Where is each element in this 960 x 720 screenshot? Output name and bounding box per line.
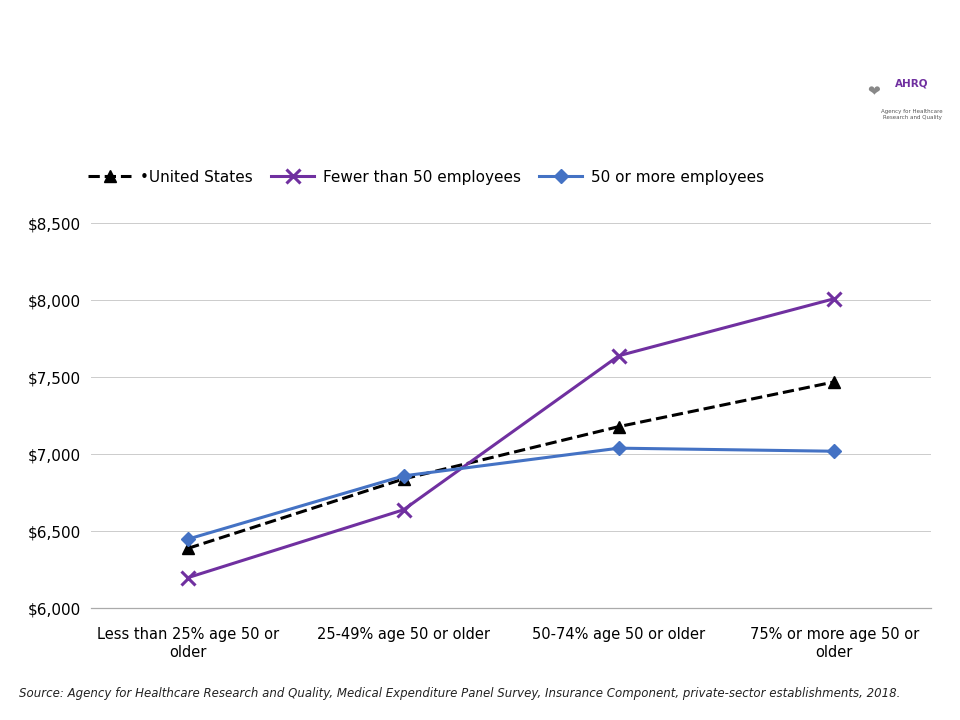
Text: Figure 1. Average total single premium per enrolled employee,: Figure 1. Average total single premium p…: [53, 50, 865, 73]
Text: Source: Agency for Healthcare Research and Quality, Medical Expenditure Panel Su: Source: Agency for Healthcare Research a…: [19, 687, 900, 700]
Circle shape: [787, 83, 960, 127]
Legend: •United States, Fewer than 50 employees, 50 or more employees: •United States, Fewer than 50 employees,…: [82, 163, 771, 191]
Text: AHRQ: AHRQ: [896, 79, 928, 89]
Text: ❤: ❤: [867, 84, 880, 99]
Text: Agency for Healthcare
Research and Quality: Agency for Healthcare Research and Quali…: [881, 109, 943, 120]
Text: by firm size and percentage of employees age 50 or older, 2018: by firm size and percentage of employees…: [53, 122, 876, 145]
